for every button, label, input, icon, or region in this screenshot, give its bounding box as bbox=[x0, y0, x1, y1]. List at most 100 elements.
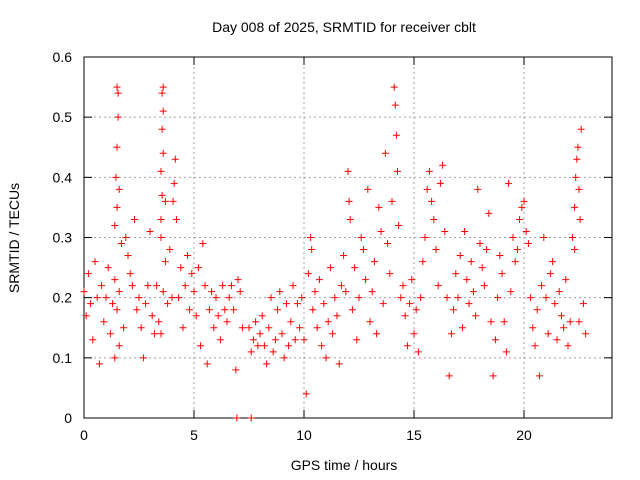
data-point bbox=[212, 294, 220, 302]
data-point bbox=[463, 276, 471, 284]
data-point bbox=[148, 312, 156, 320]
data-point bbox=[381, 149, 389, 157]
data-point bbox=[247, 414, 255, 422]
data-point bbox=[159, 149, 167, 157]
data-point bbox=[344, 167, 352, 175]
data-point bbox=[157, 330, 165, 338]
y-tick-label: 0.3 bbox=[53, 230, 73, 246]
data-point bbox=[104, 264, 112, 272]
data-point bbox=[322, 354, 330, 362]
data-point bbox=[386, 270, 394, 278]
data-point bbox=[401, 312, 409, 320]
data-point bbox=[434, 282, 442, 290]
data-point bbox=[230, 306, 238, 314]
data-point bbox=[392, 131, 400, 139]
data-point bbox=[208, 288, 216, 296]
data-point bbox=[364, 185, 372, 193]
data-point bbox=[89, 336, 97, 344]
data-point bbox=[337, 282, 345, 290]
data-point bbox=[326, 264, 334, 272]
y-tick-label: 0.5 bbox=[53, 109, 73, 125]
data-point bbox=[546, 270, 554, 278]
data-point bbox=[139, 354, 147, 362]
y-axis-label: SRMTID / TECUs bbox=[6, 183, 22, 293]
data-point bbox=[159, 83, 167, 91]
data-point bbox=[441, 227, 449, 235]
data-point bbox=[296, 324, 304, 332]
data-point bbox=[201, 282, 209, 290]
data-point bbox=[560, 324, 568, 332]
data-point bbox=[432, 246, 440, 254]
data-point bbox=[84, 270, 92, 278]
x-axis-label: GPS time / hours bbox=[291, 457, 398, 473]
data-point bbox=[135, 294, 143, 302]
data-point bbox=[478, 264, 486, 272]
data-point bbox=[345, 197, 353, 205]
data-point bbox=[391, 101, 399, 109]
data-point bbox=[227, 282, 235, 290]
y-tick-label: 0.1 bbox=[53, 350, 73, 366]
y-tick-label: 0.2 bbox=[53, 290, 73, 306]
data-point bbox=[353, 336, 361, 344]
data-point bbox=[498, 270, 506, 278]
data-point bbox=[291, 336, 299, 344]
data-point bbox=[102, 294, 110, 302]
data-point bbox=[412, 306, 420, 314]
data-point bbox=[282, 300, 290, 308]
data-point bbox=[309, 306, 317, 314]
data-point bbox=[219, 282, 227, 290]
data-point bbox=[518, 203, 526, 211]
data-point bbox=[522, 227, 530, 235]
data-point bbox=[397, 294, 405, 302]
data-point bbox=[469, 288, 477, 296]
data-point bbox=[373, 330, 381, 338]
data-point bbox=[527, 294, 535, 302]
data-point bbox=[157, 167, 165, 175]
data-point bbox=[414, 348, 422, 356]
data-point bbox=[465, 300, 473, 308]
data-point bbox=[408, 276, 416, 284]
data-point bbox=[265, 324, 273, 332]
data-point bbox=[472, 312, 480, 320]
data-point bbox=[234, 276, 242, 284]
axis-ticks: 0 0.1 0.2 0.3 0.4 0.5 0.6 0 5 10 15 20 bbox=[53, 49, 612, 443]
data-point bbox=[555, 288, 563, 296]
data-point bbox=[112, 173, 120, 181]
data-point bbox=[430, 215, 438, 223]
data-point bbox=[157, 234, 165, 241]
data-point bbox=[359, 246, 367, 254]
data-point bbox=[417, 294, 425, 302]
data-point bbox=[500, 318, 508, 326]
data-point bbox=[577, 125, 585, 133]
y-tick-label: 0 bbox=[64, 410, 72, 426]
data-point bbox=[494, 294, 502, 302]
chart-title: Day 008 of 2025, SRMTID for receiver cbl… bbox=[212, 19, 476, 35]
data-point bbox=[324, 318, 332, 326]
data-point bbox=[575, 318, 583, 326]
data-point bbox=[377, 227, 385, 235]
data-point bbox=[210, 324, 218, 332]
data-point bbox=[271, 336, 279, 344]
data-point bbox=[571, 246, 579, 254]
data-point bbox=[384, 240, 392, 248]
data-point bbox=[406, 300, 414, 308]
data-point bbox=[122, 234, 130, 241]
data-point bbox=[340, 252, 348, 260]
data-point bbox=[293, 300, 301, 308]
data-point bbox=[131, 215, 139, 223]
data-point bbox=[91, 258, 99, 266]
data-point bbox=[120, 324, 128, 332]
x-tick-label: 15 bbox=[406, 427, 422, 443]
data-point bbox=[574, 143, 582, 151]
data-point bbox=[155, 318, 163, 326]
data-point bbox=[179, 324, 187, 332]
x-tick-label: 0 bbox=[80, 427, 88, 443]
data-point bbox=[456, 252, 464, 260]
data-point bbox=[236, 288, 244, 296]
x-tick-label: 10 bbox=[296, 427, 312, 443]
data-point bbox=[419, 258, 427, 266]
data-point bbox=[542, 294, 550, 302]
data-point bbox=[190, 288, 198, 296]
data-point bbox=[278, 330, 286, 338]
data-point bbox=[113, 83, 121, 91]
